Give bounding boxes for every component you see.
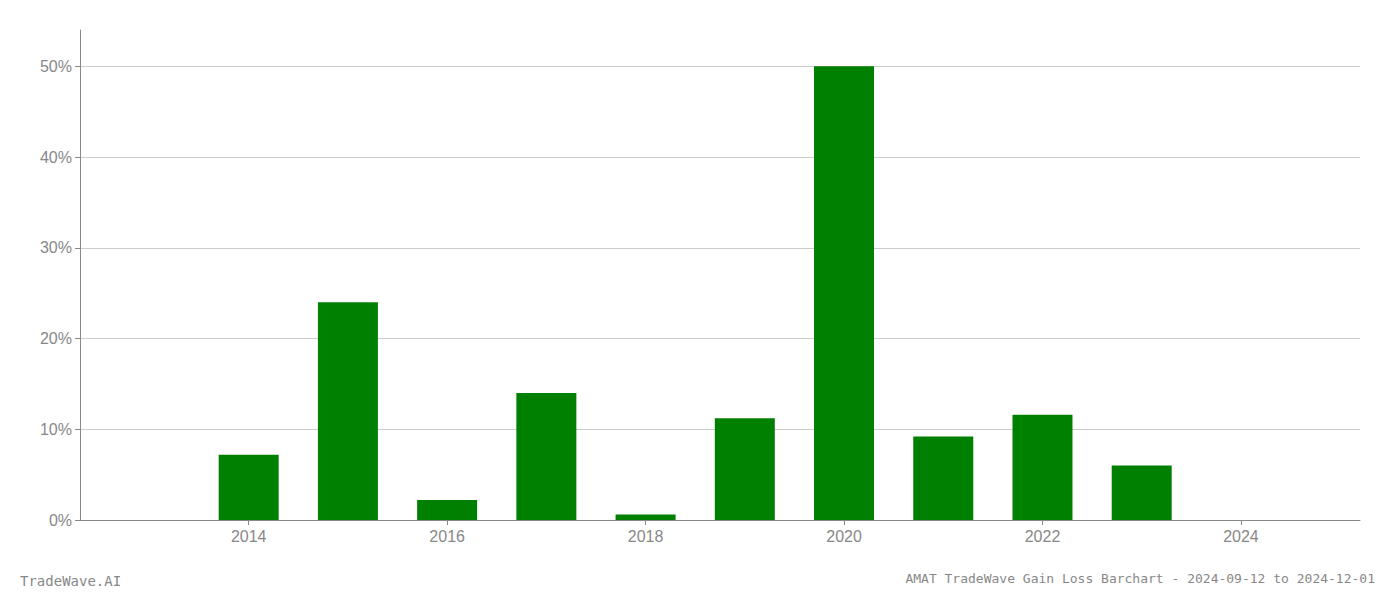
svg-text:AMAT TradeWave Gain Loss Barch: AMAT TradeWave Gain Loss Barchart - 2024… — [905, 571, 1375, 586]
svg-text:2016: 2016 — [429, 528, 465, 545]
svg-text:2018: 2018 — [628, 528, 664, 545]
svg-text:40%: 40% — [40, 149, 72, 166]
svg-text:20%: 20% — [40, 330, 72, 347]
svg-text:2014: 2014 — [231, 528, 267, 545]
svg-text:50%: 50% — [40, 58, 72, 75]
svg-text:10%: 10% — [40, 421, 72, 438]
svg-text:2022: 2022 — [1025, 528, 1061, 545]
svg-text:2024: 2024 — [1223, 528, 1259, 545]
svg-text:TradeWave.AI: TradeWave.AI — [20, 573, 121, 589]
svg-text:2020: 2020 — [826, 528, 862, 545]
svg-text:0%: 0% — [49, 512, 72, 529]
svg-text:30%: 30% — [40, 239, 72, 256]
